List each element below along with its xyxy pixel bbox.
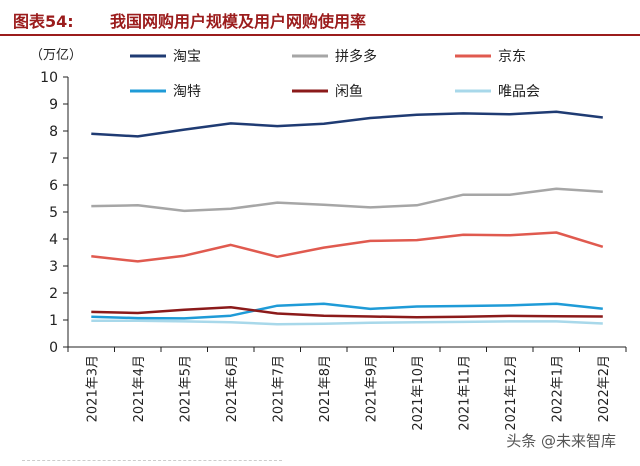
y-tick-label: 6: [49, 178, 58, 194]
series-line-6: [91, 321, 603, 325]
y-tick-label: 0: [49, 340, 58, 356]
x-tick-label: 2021年12月: [504, 355, 519, 431]
series-line-3: [91, 233, 603, 262]
y-tick-label: 3: [49, 259, 58, 275]
x-tick-label: 2021年10月: [411, 355, 426, 431]
x-tick-label: 2021年4月: [132, 355, 147, 422]
legend-label: 拼多多: [335, 48, 377, 65]
legend-label: 淘特: [173, 84, 201, 100]
footer-rule: [22, 460, 282, 466]
legend-label: 京东: [498, 49, 526, 65]
y-tick-label: 10: [40, 70, 58, 86]
y-tick-label: 5: [49, 205, 58, 221]
series-line-5: [91, 307, 603, 317]
legend-label: 闲鱼: [335, 83, 363, 100]
y-tick-label: 4: [49, 232, 58, 248]
x-tick-label: 2021年3月: [85, 355, 100, 422]
legend-label: 唯品会: [498, 84, 540, 100]
figure-title: 我国网购用户规模及用户网购使用率: [110, 8, 366, 32]
x-tick-label: 2021年6月: [225, 355, 240, 422]
y-tick-label: 9: [49, 97, 58, 113]
figure-header: 图表54: 我国网购用户规模及用户网购使用率: [0, 0, 640, 36]
x-tick-label: 2021年9月: [364, 355, 379, 422]
y-tick-label: 2: [49, 286, 58, 302]
series-line-2: [91, 189, 603, 211]
figure-label: 图表54:: [13, 8, 74, 32]
y-tick-label: 1: [49, 313, 58, 329]
y-tick-label: 7: [49, 151, 58, 167]
series-line-1: [91, 112, 603, 137]
y-unit-label: （万亿）: [30, 48, 82, 63]
x-tick-label: 2022年2月: [597, 355, 612, 422]
x-tick-label: 2021年8月: [318, 355, 333, 422]
x-tick-label: 2021年7月: [271, 355, 286, 422]
legend-label: 淘宝: [173, 49, 201, 65]
watermark: 头条 @未来智库: [506, 430, 616, 451]
line-chart: （万亿） 0 1 2 3 4 5 6 7 8 9 10 2021年3月 2021年4月 2021年5月 20…: [0, 36, 640, 460]
x-tick-label: 2021年11月: [457, 355, 472, 431]
y-tick-label: 8: [49, 124, 58, 140]
x-tick-label: 2021年5月: [178, 355, 193, 422]
x-tick-label: 2022年1月: [550, 355, 565, 422]
